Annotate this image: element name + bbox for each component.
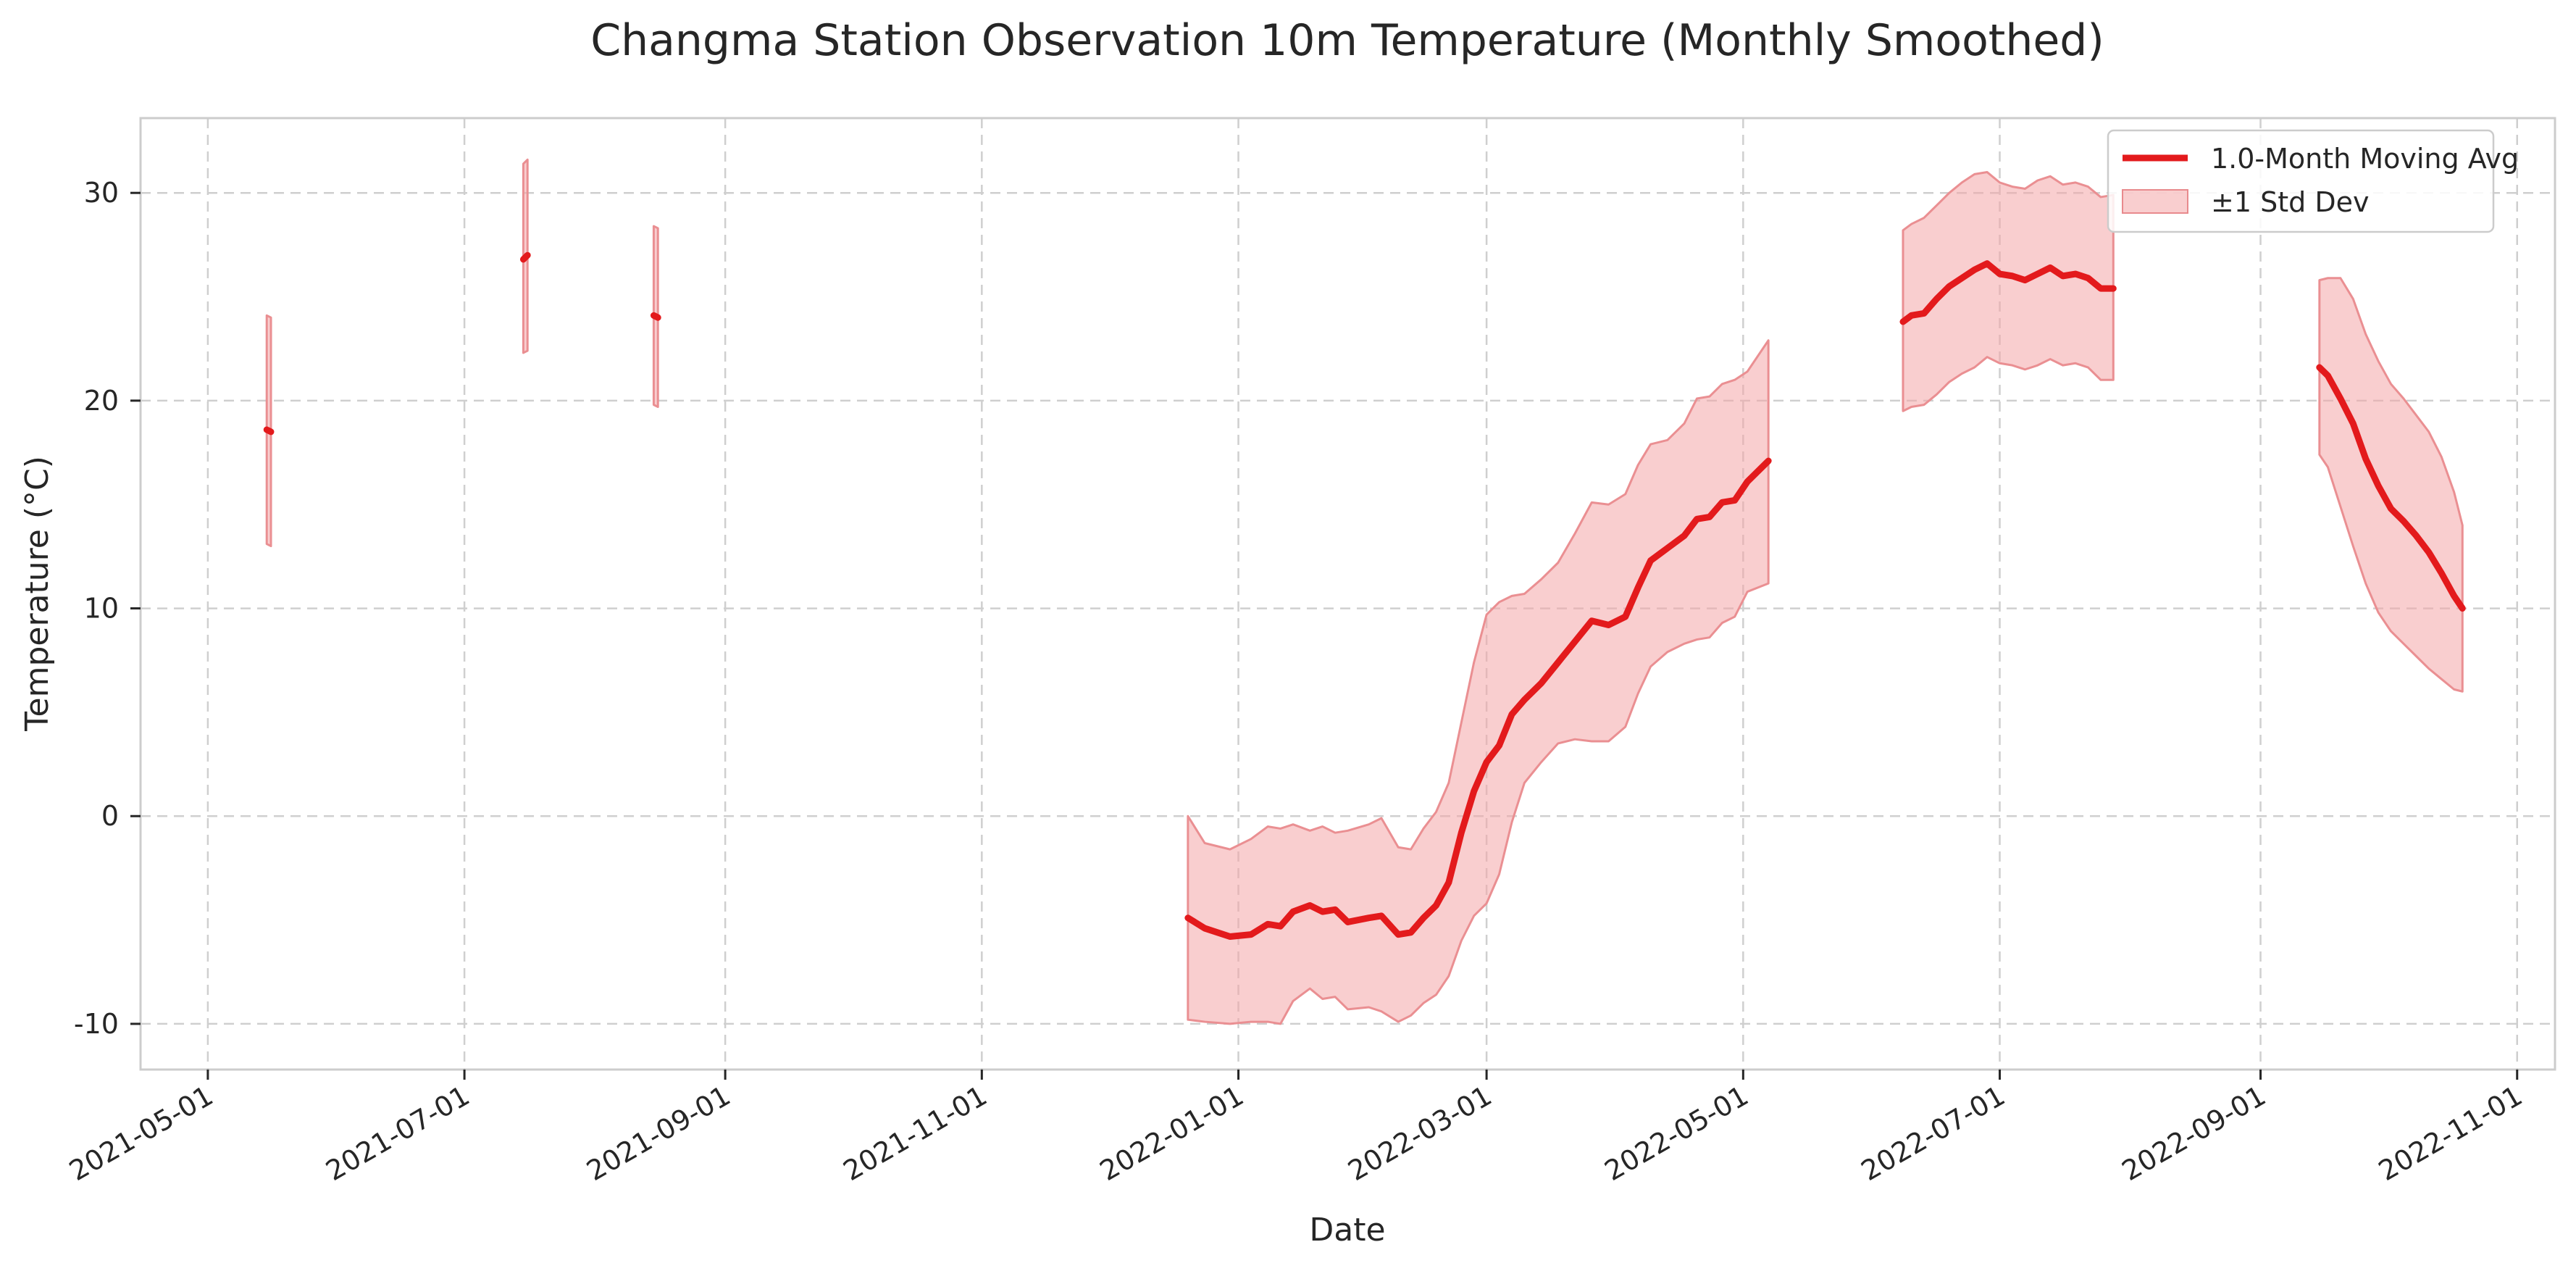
x-tick-label: 2022-11-01 bbox=[2373, 1080, 2527, 1188]
x-tick-label: 2022-01-01 bbox=[1095, 1080, 1249, 1188]
x-tick-label: 2022-05-01 bbox=[1599, 1080, 1754, 1188]
grid-lines bbox=[141, 118, 2555, 1070]
moving-average-line bbox=[263, 426, 275, 436]
x-tick-label: 2021-11-01 bbox=[838, 1080, 992, 1188]
y-axis-label: Temperature (°C) bbox=[19, 456, 56, 732]
y-tick-label: 10 bbox=[84, 593, 119, 625]
chart-title: Changma Station Observation 10m Temperat… bbox=[590, 15, 2104, 66]
std-dev-band bbox=[1187, 339, 1770, 1025]
legend: 1.0-Month Moving Avg ±1 Std Dev bbox=[2107, 129, 2519, 233]
moving-average-line bbox=[2316, 364, 2466, 612]
moving-average-line bbox=[650, 312, 661, 321]
y-tick-label: 20 bbox=[84, 385, 119, 417]
y-tick-label: 30 bbox=[84, 177, 119, 209]
x-tick-label: 2021-07-01 bbox=[320, 1080, 474, 1188]
moving-average-line bbox=[519, 251, 531, 263]
x-tick-label: 2021-09-01 bbox=[581, 1080, 735, 1188]
y-tick-label: -10 bbox=[74, 1008, 119, 1040]
moving-average-lines bbox=[263, 251, 2466, 941]
std-dev-band bbox=[1902, 171, 2115, 412]
legend-label-std-dev: ±1 Std Dev bbox=[2211, 186, 2369, 218]
x-axis-label: Date bbox=[1309, 1212, 1385, 1249]
legend-band-swatch bbox=[2122, 189, 2188, 214]
x-axis-ticks: 2021-05-01 2021-07-01 2021-09-01 2021-11-01… bbox=[64, 1070, 2527, 1187]
x-tick-label: 2022-03-01 bbox=[1342, 1080, 1497, 1188]
moving-average-line bbox=[1899, 260, 2117, 325]
x-tick-label: 2022-09-01 bbox=[2117, 1080, 2271, 1188]
plot-frame bbox=[139, 117, 2556, 1071]
std-dev-bands bbox=[265, 158, 2464, 1025]
y-tick-label: 0 bbox=[101, 800, 119, 832]
y-axis-ticks: -10 0 10 20 30 bbox=[74, 177, 141, 1040]
std-dev-band bbox=[2318, 277, 2464, 693]
moving-average-line bbox=[1184, 457, 1772, 941]
x-tick-label: 2022-07-01 bbox=[1856, 1080, 2010, 1188]
x-tick-label: 2021-05-01 bbox=[64, 1080, 218, 1188]
legend-box bbox=[2107, 129, 2495, 233]
legend-label-moving-avg: 1.0-Month Moving Avg bbox=[2211, 143, 2519, 175]
